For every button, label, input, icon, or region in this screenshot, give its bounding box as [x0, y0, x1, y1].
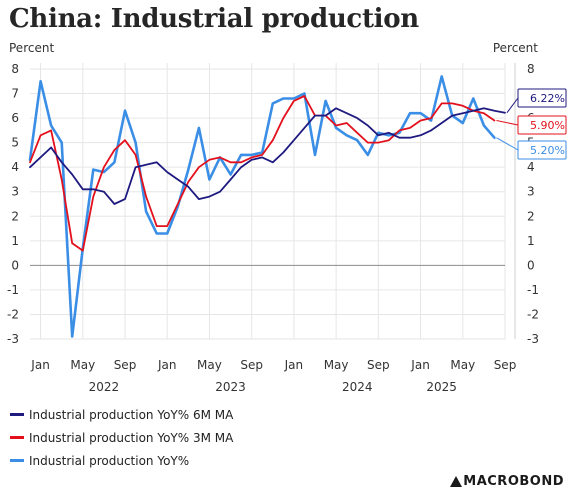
end-label-box [517, 88, 567, 108]
line-chart: -3 -2 -1 0 1 2 3 4 5 6 7 8 -3 -2 -1 0 1 2 3 4 5 6 7 8 Jan May Se… [7, 41, 567, 394]
x-year-label: 2022 [89, 380, 120, 394]
legend-swatch [10, 413, 24, 416]
right-unit-label: Percent [493, 41, 538, 55]
y-tick-label-left: 7 [11, 87, 19, 101]
y-tick-label-right: 3 [527, 185, 535, 199]
y-tick-label-right: 1 [527, 234, 535, 248]
x-year-label: 2023 [215, 380, 246, 394]
y-tick-label-left: -1 [7, 283, 19, 297]
end-label-box [517, 140, 567, 160]
y-tick-label-left: 2 [11, 209, 19, 223]
y-tick-label-left: 6 [11, 111, 19, 125]
legend-item-3m-ma: Industrial production YoY% 3M MA [10, 426, 233, 449]
y-tick-label-right: 8 [527, 62, 535, 76]
y-axis-left: -3 -2 -1 0 1 2 3 4 5 6 7 8 [7, 62, 19, 346]
y-tick-label-left: 0 [11, 258, 19, 272]
end-label-value: 5.90% [530, 119, 565, 132]
brand-logo: MACROBOND [450, 474, 564, 489]
end-label-value: 5.20% [530, 144, 565, 157]
legend-label: Industrial production YoY% [29, 453, 190, 468]
brand-logo-mark-icon [450, 476, 463, 487]
x-year-label: 2024 [342, 380, 373, 394]
x-tick-label: Sep [240, 358, 263, 372]
y-tick-label-left: 1 [11, 234, 19, 248]
legend-swatch [10, 459, 24, 462]
end-label-leader [496, 120, 519, 126]
y-tick-label-left: 8 [11, 62, 19, 76]
end-label-leader [506, 97, 519, 113]
x-tick-label: Sep [367, 358, 390, 372]
end-label-box [517, 115, 567, 135]
series-line-2 [28, 75, 496, 338]
legend: Industrial production YoY% 6M MA Industr… [10, 403, 233, 472]
end-label-leader [496, 137, 519, 151]
y-tick-label-left: 4 [11, 160, 19, 174]
end-label-value: 6.22% [530, 92, 565, 105]
x-year-label: 2025 [426, 380, 457, 394]
legend-item-6m-ma: Industrial production YoY% 6M MA [10, 403, 233, 426]
y-tick-label-right: -2 [527, 307, 539, 321]
legend-item-yoy: Industrial production YoY% [10, 449, 233, 472]
x-tick-label: Sep [114, 358, 137, 372]
legend-label: Industrial production YoY% 6M MA [29, 407, 234, 422]
grid [30, 63, 516, 340]
y-tick-label-left: 5 [11, 136, 19, 150]
chart-title: China: Industrial production [9, 4, 419, 34]
left-unit-label: Percent [9, 41, 54, 55]
end-labels: 6.22% 5.90% 5.20% [496, 88, 567, 160]
x-tick-label: Jan [410, 358, 430, 372]
x-tick-label: Jan [157, 358, 177, 372]
brand-name: MACROBOND [463, 474, 564, 489]
x-tick-label: May [197, 358, 222, 372]
y-tick-label-left: -3 [7, 332, 19, 346]
y-tick-label-left: 3 [11, 185, 19, 199]
y-tick-label-left: -2 [7, 307, 19, 321]
y-tick-label-right: -3 [527, 332, 539, 346]
x-axis: Jan May Sep Jan May Sep Jan May Sep Jan May Sep 2022… [30, 358, 516, 394]
x-tick-label: May [70, 358, 95, 372]
series-group [28, 75, 506, 338]
x-tick-label: May [324, 358, 349, 372]
y-tick-label-right: -1 [527, 283, 539, 297]
x-tick-label: Jan [284, 358, 304, 372]
y-tick-label-right: 2 [527, 209, 535, 223]
x-tick-label: Jan [30, 358, 50, 372]
legend-swatch [10, 436, 24, 439]
y-tick-label-right: 4 [527, 160, 535, 174]
series-line-0 [29, 107, 506, 205]
y-tick-label-right: 0 [527, 258, 535, 272]
x-tick-label: Sep [494, 358, 517, 372]
series-line-1 [29, 95, 496, 252]
x-tick-label: May [450, 358, 475, 372]
legend-label: Industrial production YoY% 3M MA [29, 430, 234, 445]
